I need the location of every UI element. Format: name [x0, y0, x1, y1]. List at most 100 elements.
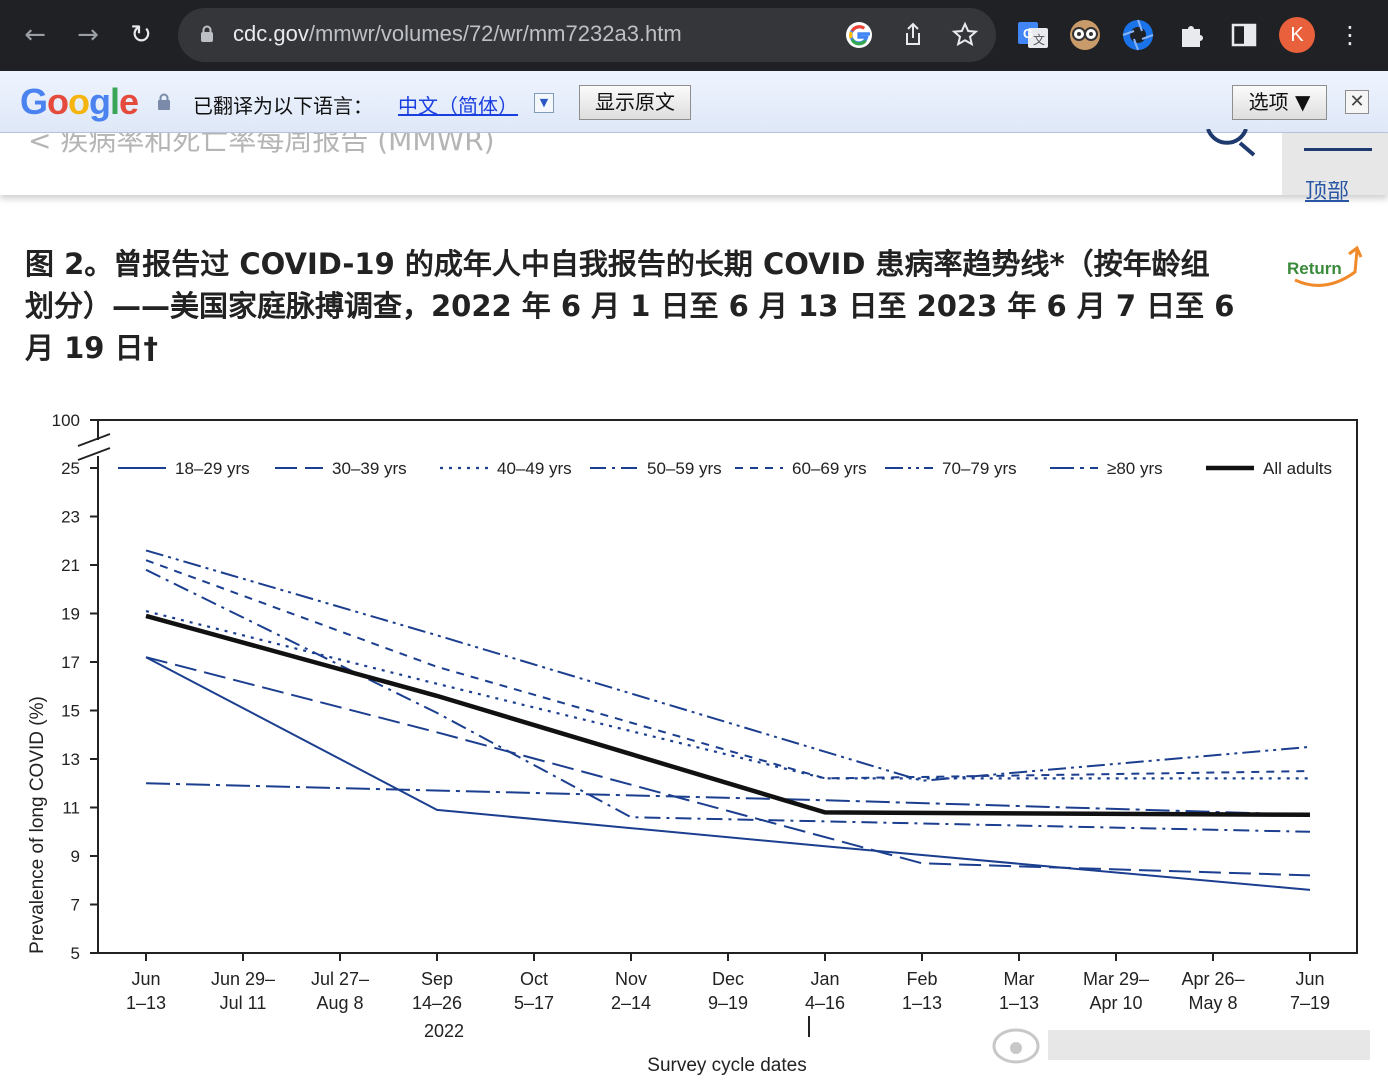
translated-to-label: 已翻译为以下语言： — [193, 94, 373, 118]
x-tick-label: Dec — [712, 969, 744, 989]
x-tick-label: 1–13 — [126, 993, 166, 1013]
series-line-1 — [145, 656, 1311, 877]
forward-arrow-icon[interactable]: → — [77, 20, 99, 50]
profile-avatar[interactable]: K — [1279, 17, 1315, 53]
site-header: < 疾病率和死亡率每周报告 (MMWR) — [0, 129, 1388, 195]
x-tick-label: Mar 29– — [1083, 969, 1149, 989]
long-covid-trend-chart: 100 5 7 9 11 13 15 17 19 21 23 25 Jun 1–13 Jun 29– Jul … — [27, 411, 1358, 1076]
figure-title: 图 2。曾报告过 COVID-19 的成年人中自我报告的长期 COVID 患病率… — [25, 247, 1235, 365]
series-line-2 — [145, 610, 1310, 780]
google-lens-icon[interactable] — [844, 20, 874, 50]
y-tick-label: 5 — [71, 944, 80, 963]
y-tick-label: 23 — [61, 508, 80, 527]
google-translate-extension-icon[interactable]: G 文 — [1016, 18, 1050, 52]
x-tick-label: Aug 8 — [316, 993, 363, 1013]
language-dropdown-icon[interactable]: ▼ — [534, 93, 554, 113]
return-arrow-icon — [1294, 249, 1359, 287]
legend-label: 60–69 yrs — [792, 459, 867, 478]
y-tick-label: 7 — [71, 896, 80, 915]
x-tick-label: Jun — [131, 969, 160, 989]
breadcrumb[interactable]: < 疾病率和死亡率每周报告 (MMWR) — [28, 124, 495, 157]
target-language-link[interactable]: 中文（简体） — [398, 94, 518, 118]
translate-lock-icon — [158, 93, 170, 110]
series-line-6 — [145, 782, 1311, 816]
x-tick-label: Jul 11 — [220, 993, 267, 1013]
svg-text:文: 文 — [1033, 32, 1045, 47]
legend-label: 40–49 yrs — [497, 459, 572, 478]
legend-label: 70–79 yrs — [942, 459, 1017, 478]
search-icon[interactable] — [1200, 129, 1260, 157]
menu-button[interactable] — [1282, 133, 1388, 195]
bookmark-star-icon[interactable] — [950, 20, 980, 50]
series-line-5 — [145, 549, 1311, 782]
return-button[interactable]: Return — [1285, 244, 1365, 290]
svg-text:G: G — [1023, 26, 1033, 41]
axis-break-mark — [77, 433, 111, 461]
x-tick-label: 7–19 — [1290, 993, 1330, 1013]
y-tick-label: 21 — [61, 556, 80, 575]
y-tick-label: 13 — [61, 750, 80, 769]
chart-axes: 100 5 7 9 11 13 15 17 19 21 23 25 Jun 1–13 Jun 29– Jul … — [52, 411, 1358, 1037]
legend-label: 30–39 yrs — [332, 459, 407, 478]
legend-label: All adults — [1263, 459, 1332, 478]
browser-toolbar: ← → ↻ cdc.gov/mmwr/volumes/72/wr/mm7232a… — [0, 0, 1388, 71]
share-icon[interactable] — [898, 20, 928, 50]
x-tick-label: 4–16 — [805, 993, 845, 1013]
series-line-4 — [145, 559, 1311, 780]
side-panel-icon[interactable] — [1227, 18, 1261, 52]
x-tick-label: Mar — [1004, 969, 1035, 989]
x-tick-label: 5–17 — [514, 993, 554, 1013]
x-axis-title: Survey cycle dates — [647, 1055, 806, 1076]
y-tick-label: 9 — [71, 847, 80, 866]
x-tick-label: Jun 29– — [211, 969, 275, 989]
lock-icon — [201, 25, 213, 42]
legend-label: 18–29 yrs — [175, 459, 250, 478]
address-bar[interactable]: cdc.gov/mmwr/volumes/72/wr/mm7232a3.htm — [178, 8, 996, 62]
options-button[interactable]: 选项 ▼ — [1232, 85, 1327, 120]
x-tick-label: Jul 27– — [311, 969, 369, 989]
reload-icon[interactable]: ↻ — [130, 20, 152, 50]
legend-label: ≥80 yrs — [1107, 459, 1163, 478]
menu-icon — [1304, 148, 1372, 151]
x-tick-label: Feb — [906, 969, 937, 989]
y-tick-label: 15 — [61, 702, 80, 721]
y-tick-label: 25 — [61, 459, 80, 478]
extensions-puzzle-icon[interactable] — [1174, 18, 1208, 52]
year-label: 2022 — [424, 1021, 464, 1041]
glasses-extension-icon[interactable] — [1068, 18, 1102, 52]
x-tick-label: Sep — [421, 969, 453, 989]
chart-legend: 18–29 yrs 30–39 yrs 40–49 yrs 50–59 yrs 60–6… — [118, 459, 1332, 478]
x-tick-label: Apr 10 — [1089, 993, 1142, 1013]
x-tick-label: 14–26 — [412, 993, 462, 1013]
return-label: Return — [1287, 259, 1342, 278]
x-tick-label: Apr 26– — [1181, 969, 1244, 989]
more-menu-icon[interactable]: ⋮ — [1338, 21, 1362, 49]
x-tick-label: Jun — [1295, 969, 1324, 989]
translate-bar: Google 已翻译为以下语言： 中文（简体） ▼ 显示原文 选项 ▼ — [0, 71, 1388, 133]
y-axis-title: Prevalence of long COVID (%) — [27, 696, 48, 954]
watermark — [992, 1028, 1370, 1064]
x-tick-label: Oct — [520, 969, 548, 989]
close-translate-icon[interactable]: ✕ — [1345, 90, 1369, 114]
y-tick-label: 100 — [52, 411, 80, 430]
x-tick-label: 1–13 — [999, 993, 1039, 1013]
series-line-7 — [145, 613, 1311, 818]
y-tick-label: 11 — [62, 799, 80, 818]
camera-aperture-extension-icon[interactable] — [1121, 18, 1155, 52]
back-arrow-icon[interactable]: ← — [24, 20, 46, 50]
y-tick-label: 17 — [61, 653, 80, 672]
x-tick-label: May 8 — [1188, 993, 1237, 1013]
back-to-top-link[interactable]: 顶部 — [1305, 181, 1350, 204]
legend-label: 50–59 yrs — [647, 459, 722, 478]
chart-series — [145, 549, 1311, 891]
x-tick-label: Jan — [810, 969, 839, 989]
x-tick-label: Nov — [615, 969, 647, 989]
series-line-3 — [145, 568, 1311, 833]
plot-frame — [97, 419, 1358, 954]
y-tick-label: 19 — [61, 605, 80, 624]
url-text: cdc.gov/mmwr/volumes/72/wr/mm7232a3.htm — [233, 21, 682, 46]
show-original-button[interactable]: 显示原文 — [579, 85, 691, 120]
x-tick-label: 9–19 — [708, 993, 748, 1013]
google-logo: Google — [20, 81, 139, 122]
x-tick-label: 2–14 — [611, 993, 651, 1013]
